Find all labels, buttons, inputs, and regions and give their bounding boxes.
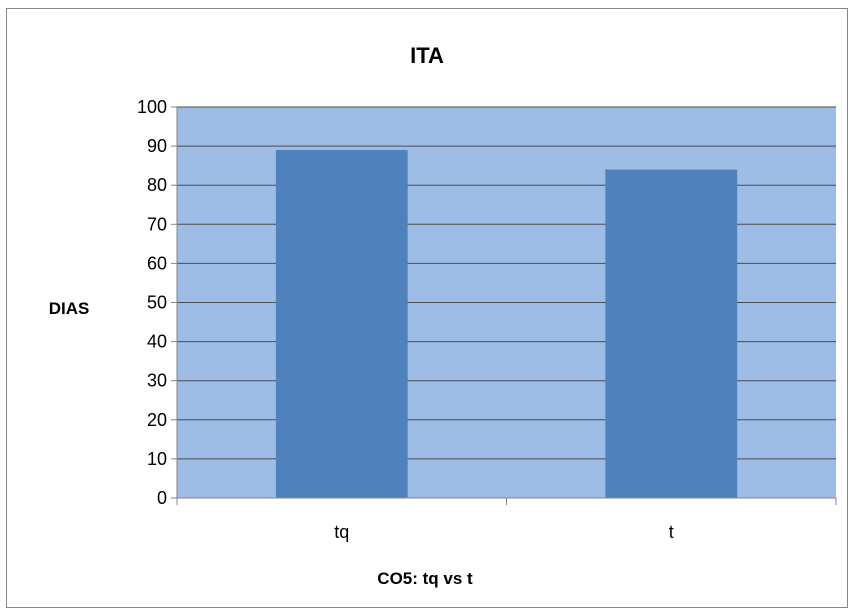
bar-t: [605, 169, 738, 498]
y-tick-label: 60: [147, 253, 167, 273]
chart-title: ITA: [410, 43, 444, 68]
y-tick-label: 10: [147, 449, 167, 469]
x-axis-title: CO5: tq vs t: [377, 569, 473, 588]
bar-chart: ITA DIAS CO5: tq vs t 0 10 20 30 40 50 60 70 80 9…: [49, 43, 837, 588]
y-tick-label: 50: [147, 293, 167, 313]
y-tick-label: 90: [147, 136, 167, 156]
x-tick-label: t: [669, 522, 674, 542]
y-tick-label: 0: [157, 488, 167, 508]
y-tick-label: 80: [147, 175, 167, 195]
y-tick-label: 20: [147, 410, 167, 430]
plot-area: 0 10 20 30 40 50 60 70 80 90 100 tq t: [137, 97, 837, 542]
y-axis-title: DIAS: [49, 299, 90, 318]
chart-frame: ITA DIAS CO5: tq vs t 0 10 20 30 40 50 60 70 80 9…: [6, 8, 848, 608]
y-tick-label: 30: [147, 371, 167, 391]
x-tick-label: tq: [334, 522, 349, 542]
y-tick-label: 40: [147, 332, 167, 352]
bar-tq: [275, 150, 408, 498]
y-tick-label: 100: [137, 97, 167, 117]
y-tick-label: 70: [147, 214, 167, 234]
